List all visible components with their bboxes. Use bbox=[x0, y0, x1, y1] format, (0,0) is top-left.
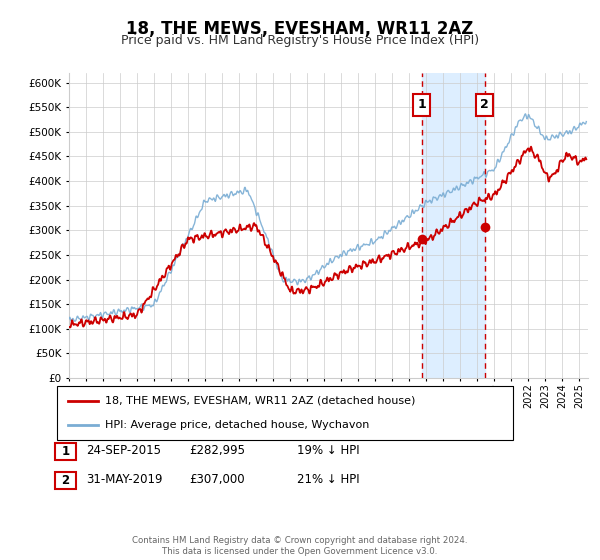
Text: HPI: Average price, detached house, Wychavon: HPI: Average price, detached house, Wych… bbox=[105, 420, 369, 430]
Text: 1: 1 bbox=[418, 99, 426, 111]
Text: £307,000: £307,000 bbox=[189, 473, 245, 487]
Text: 18, THE MEWS, EVESHAM, WR11 2AZ: 18, THE MEWS, EVESHAM, WR11 2AZ bbox=[127, 20, 473, 38]
Text: 1: 1 bbox=[61, 445, 70, 458]
Text: Contains HM Land Registry data © Crown copyright and database right 2024.
This d: Contains HM Land Registry data © Crown c… bbox=[132, 536, 468, 556]
Text: 31-MAY-2019: 31-MAY-2019 bbox=[86, 473, 162, 487]
Text: Price paid vs. HM Land Registry's House Price Index (HPI): Price paid vs. HM Land Registry's House … bbox=[121, 34, 479, 46]
Text: 18, THE MEWS, EVESHAM, WR11 2AZ (detached house): 18, THE MEWS, EVESHAM, WR11 2AZ (detache… bbox=[105, 396, 415, 406]
Text: 21% ↓ HPI: 21% ↓ HPI bbox=[297, 473, 359, 487]
Text: 2: 2 bbox=[480, 99, 489, 111]
Text: 24-SEP-2015: 24-SEP-2015 bbox=[86, 444, 161, 458]
Text: £282,995: £282,995 bbox=[189, 444, 245, 458]
Text: 2: 2 bbox=[61, 474, 70, 487]
Bar bbox=[422, 73, 485, 378]
Text: 19% ↓ HPI: 19% ↓ HPI bbox=[297, 444, 359, 458]
